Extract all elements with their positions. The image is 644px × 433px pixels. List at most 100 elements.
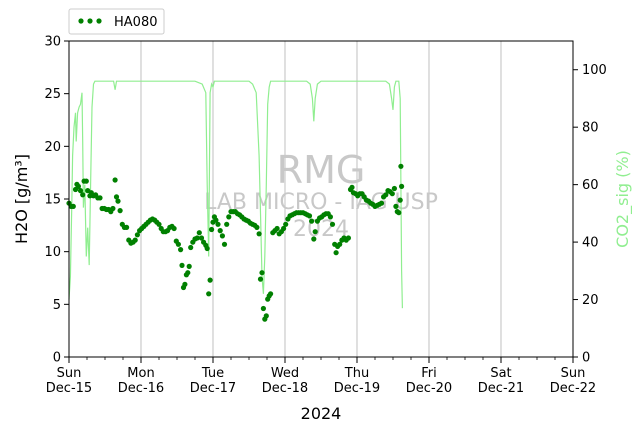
- h2o-series: [66, 163, 405, 322]
- h2o-point: [281, 225, 287, 232]
- h2o-point: [221, 241, 228, 247]
- h2o-point: [309, 218, 315, 224]
- legend-box: [68, 8, 165, 35]
- h2o-point: [393, 203, 399, 209]
- h2o-point: [124, 224, 130, 230]
- x-tick-day: Sun: [561, 366, 586, 381]
- x-tick-day: Sun: [57, 366, 82, 381]
- x-axis-label: 2024: [301, 404, 342, 423]
- h2o-point: [186, 263, 192, 269]
- h2o-point: [175, 241, 181, 247]
- h2o-point: [337, 241, 343, 247]
- y-left-tick-label: 20: [44, 140, 61, 155]
- y-axis-right: 0 20 40 60 80 100: [573, 63, 607, 366]
- h2o-point: [327, 214, 333, 220]
- h2o-point: [329, 221, 336, 227]
- x-tick-day: Mon: [127, 366, 154, 381]
- y-right-tick-label: 20: [582, 293, 599, 308]
- h2o-point: [349, 184, 355, 190]
- h2o-point: [254, 224, 260, 230]
- y-right-tick-label: 40: [582, 236, 599, 251]
- h2o-point: [263, 313, 269, 319]
- h2o-point: [283, 221, 289, 227]
- h2o-point: [156, 221, 162, 227]
- y-left-tick-label: 10: [44, 245, 61, 260]
- y-right-tick-label: 0: [582, 351, 590, 366]
- h2o-point: [207, 277, 213, 283]
- x-tick-day: Fri: [421, 366, 437, 381]
- h2o-point: [397, 197, 403, 203]
- x-tick-date: Dec-17: [190, 381, 236, 396]
- h2o-point: [224, 221, 230, 227]
- legend-marker: [87, 18, 93, 24]
- h2o-point: [171, 225, 177, 232]
- y-axis-right-label: CO2_sig (%): [613, 150, 633, 248]
- h2o-point: [306, 213, 313, 219]
- x-tick-date: Dec-16: [118, 381, 164, 396]
- x-tick-date: Dec-21: [478, 381, 524, 396]
- h2o-point: [178, 247, 184, 253]
- x-tick-date: Dec-15: [46, 381, 92, 396]
- y-left-tick-label: 25: [44, 87, 61, 102]
- x-tick-date: Dec-22: [550, 381, 596, 396]
- watermark-line-3: 2024: [293, 217, 349, 242]
- x-tick-day: Thu: [344, 366, 369, 381]
- h2o-point: [75, 183, 81, 189]
- y-axis-left-label: H2O [g/m³]: [12, 154, 31, 244]
- h2o-point: [194, 235, 200, 241]
- x-tick-date: Dec-19: [334, 381, 380, 396]
- h2o-point: [311, 236, 317, 242]
- h2o-point: [209, 226, 215, 233]
- legend-marker: [96, 18, 102, 24]
- h2o-point: [132, 237, 138, 243]
- watermark-line-1: RMG: [277, 148, 366, 192]
- h2o-point: [396, 210, 402, 216]
- h2o-point: [83, 178, 89, 184]
- grid-lines: [140, 41, 502, 357]
- h2o-point: [378, 200, 385, 206]
- h2o-point: [217, 228, 223, 234]
- h2o-point: [113, 194, 120, 200]
- h2o-point: [383, 192, 389, 198]
- h2o-point: [333, 250, 339, 256]
- h2o-point: [134, 232, 140, 238]
- x-tick-day: Sat: [490, 366, 511, 381]
- h2o-point: [398, 163, 404, 169]
- h2o-point: [399, 183, 405, 189]
- h2o-point: [196, 230, 202, 236]
- h2o-point: [117, 208, 123, 214]
- h2o-point: [391, 185, 397, 192]
- h2o-point: [206, 291, 212, 297]
- h2o-point: [182, 281, 188, 287]
- h2o-point: [77, 188, 84, 194]
- legend-marker: [78, 18, 84, 24]
- h2o-point: [259, 270, 265, 276]
- h2o-point: [198, 235, 205, 241]
- h2o-point: [215, 221, 221, 227]
- h2o-point: [389, 191, 395, 197]
- h2o-point: [97, 195, 103, 201]
- h2o-point: [268, 291, 274, 297]
- y-right-tick-label: 60: [582, 178, 599, 193]
- y-left-tick-label: 0: [53, 351, 61, 366]
- x-axis: SunDec-15MonDec-16TueDec-17WedDec-18ThuD…: [46, 357, 596, 396]
- x-tick-date: Dec-18: [262, 381, 308, 396]
- y-left-tick-label: 15: [44, 193, 61, 208]
- watermark-line-2: LAB MICRO - IAG USP: [204, 190, 438, 215]
- h2o-point: [110, 205, 116, 212]
- y-right-tick-label: 100: [582, 63, 607, 78]
- co2-line: [68, 80, 403, 309]
- h2o-point: [188, 244, 194, 251]
- h2o-point: [185, 270, 191, 276]
- h2o-point: [219, 233, 225, 239]
- x-tick-day: Tue: [201, 366, 224, 381]
- h2o-point: [226, 214, 232, 220]
- h2o-point: [80, 192, 86, 198]
- h2o-point: [70, 203, 76, 209]
- legend-label: HA080: [114, 15, 157, 30]
- h2o-point: [345, 235, 351, 241]
- co2-series: [68, 80, 403, 309]
- h2o-point: [213, 217, 219, 223]
- h2o-point: [312, 229, 318, 235]
- y-left-tick-label: 5: [53, 298, 61, 313]
